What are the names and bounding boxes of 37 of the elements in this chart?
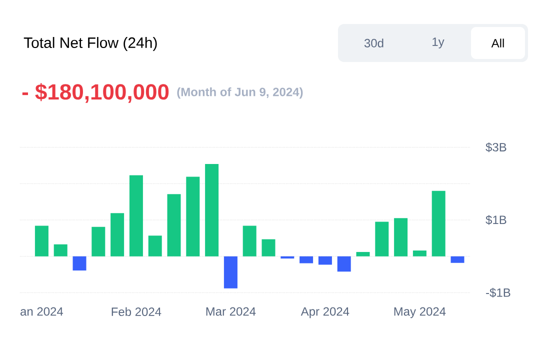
bar (394, 218, 408, 256)
bar (167, 194, 181, 256)
bar (110, 213, 124, 256)
bar (224, 256, 238, 288)
bar (129, 175, 143, 256)
text: 1y (432, 38, 444, 48)
x-tick-label: an 2024 (20, 307, 64, 316)
bar (280, 256, 294, 259)
y-tick-label: $1B (486, 215, 506, 225)
x-tick-label: Feb 2024 (112, 307, 162, 316)
bar (356, 252, 370, 256)
bar (205, 164, 219, 256)
bar (432, 190, 446, 256)
bar (242, 226, 256, 256)
bar (412, 250, 426, 256)
y-tick-label: -$1B (486, 288, 510, 298)
bar (450, 256, 464, 263)
bar (54, 244, 68, 256)
bar (72, 256, 86, 271)
bar (318, 256, 332, 265)
bar (34, 226, 48, 256)
text: 30d (364, 38, 384, 48)
bar (375, 222, 389, 256)
x-tick-label: Apr 2024 (300, 307, 350, 318)
chart-subtitle: - $180,100,000 (22, 83, 169, 103)
bar (186, 176, 200, 256)
y-tick-label: $3B (486, 142, 506, 152)
bar (300, 256, 314, 264)
bar (262, 239, 276, 256)
bar (148, 236, 162, 256)
x-tick-label: May 2024 (394, 307, 446, 318)
bar (92, 226, 106, 256)
bar (337, 256, 351, 272)
x-tick-label: Mar 2024 (206, 307, 256, 316)
text: (Month of Jun 9, 2024) (177, 87, 303, 99)
chart-title: Total Net Flow (24h) (24, 37, 157, 51)
text: All (491, 38, 504, 48)
